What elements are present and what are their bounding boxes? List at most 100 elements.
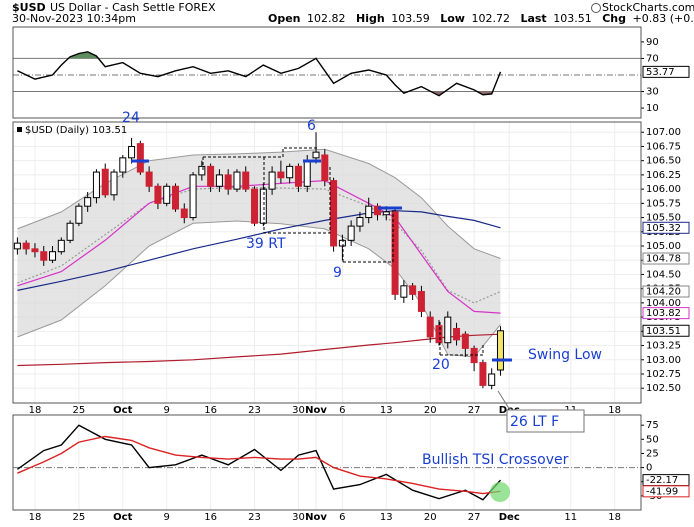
candle-body: [391, 211, 399, 295]
annotation: 24: [122, 110, 140, 126]
candle-body: [259, 188, 267, 224]
source: StockCharts.com: [602, 1, 694, 14]
last-value-box: [642, 221, 690, 234]
last-value-label: 103.51: [646, 326, 681, 337]
x-tick-label: 18: [29, 512, 42, 523]
candle-body: [145, 171, 153, 187]
y-tick-label: 90: [646, 37, 659, 48]
x-tick-label: Nov: [305, 512, 327, 523]
x-tick-label: 27: [468, 512, 481, 523]
candle-body: [66, 222, 74, 241]
candle-body: [496, 330, 504, 371]
x-tick-label: Oct: [113, 512, 132, 523]
candle-body: [382, 211, 390, 216]
y-tick-label: 70: [646, 53, 659, 64]
candle-body: [101, 168, 109, 196]
candle-body: [215, 174, 223, 187]
x-tick-label: 18: [29, 405, 42, 416]
candle-body: [110, 171, 118, 196]
candle-body: [171, 185, 179, 210]
quote-value: 103.59: [391, 12, 430, 25]
moving-average: [17, 179, 501, 314]
plot-area: [13, 51, 641, 97]
date: 30-Nov-2023 10:34pm: [12, 12, 136, 25]
x-tick-label: 18: [608, 405, 621, 416]
last-value-label: 104.78: [646, 254, 681, 265]
candle-body: [242, 171, 250, 190]
x-tick-label: 13: [380, 512, 393, 523]
candle-body: [180, 208, 188, 219]
candle-body: [277, 171, 285, 179]
y-tick-label: 0: [646, 463, 652, 474]
drawings: 24 6 39 RT 9 20 Swing Low 26 LT F Bullis…: [122, 110, 602, 502]
candle-body: [470, 347, 478, 364]
dashed-box: [202, 157, 331, 234]
title: US Dollar - Cash Settle FOREX: [50, 1, 216, 14]
candle-body: [207, 165, 215, 187]
y-tick-label: 106.00: [646, 184, 681, 195]
panel-border: [12, 414, 642, 511]
quote-value: 102.82: [307, 12, 346, 25]
annotation: 39 RT: [246, 236, 286, 252]
x-tick-label: 20: [424, 512, 437, 523]
last-value-box: [642, 285, 690, 298]
quote: Open 102.82 High 103.59 Low 102.72 Last …: [268, 12, 694, 25]
y-tick-label: 104.50: [646, 269, 681, 280]
candle-body: [461, 333, 469, 349]
series-line: [16, 424, 502, 501]
last-value-box: [642, 65, 690, 78]
pointer: [497, 390, 511, 411]
x-tick-label: 9: [164, 405, 170, 416]
candle-body: [417, 291, 425, 312]
moving-average: [17, 210, 501, 291]
x-tick-label: 27: [468, 405, 481, 416]
candle-body: [338, 239, 346, 247]
y-tick-label: 103.00: [646, 355, 681, 366]
candle-body: [198, 165, 206, 176]
quote-value: +0.83 (+0.81%): [632, 12, 694, 25]
candle-body: [488, 373, 496, 386]
candle-body: [251, 188, 259, 224]
candle-body: [189, 174, 197, 219]
candle-body: [400, 285, 408, 298]
y-tick-label: 75: [646, 420, 659, 431]
y-tick-label: 106.75: [646, 141, 681, 152]
candle-body: [356, 217, 364, 227]
candle-body: [22, 242, 30, 250]
x-tick-label: Oct: [113, 405, 132, 416]
candle-body: [233, 171, 241, 190]
candle-body: [84, 197, 92, 207]
header: $USD US Dollar - Cash Settle FOREX 30-No…: [12, 1, 694, 25]
y-tick-label: 50: [646, 434, 659, 445]
y-tick-label: 107.00: [646, 127, 681, 138]
x-tick-label: 18: [608, 512, 621, 523]
quote-value: 103.51: [553, 12, 592, 25]
candle-body: [347, 225, 355, 241]
y-tick-label: 103.25: [646, 341, 681, 352]
candle-body: [312, 151, 320, 159]
y-tick-label: 106.50: [646, 156, 681, 167]
plots: 1030709053.771825Oct9162330Nov6132027Dec…: [12, 26, 690, 523]
candle-body: [31, 248, 39, 253]
candle-body: [92, 171, 100, 199]
last-value-box: [642, 324, 690, 337]
symbol: $USD: [12, 1, 46, 14]
candle-body: [426, 316, 434, 338]
y-tick-label: 105.75: [646, 198, 681, 209]
candle-body: [57, 239, 65, 253]
panel-border: [12, 26, 642, 119]
legend-swatch: [17, 127, 22, 132]
candle-body: [40, 251, 48, 261]
plot-area: [13, 122, 641, 403]
candle-body: [286, 165, 294, 179]
y-tick-label: 105.50: [646, 213, 681, 224]
x-tick-label: 20: [424, 405, 437, 416]
dashed-box: [439, 320, 484, 356]
annotation: 26 LT F: [510, 414, 559, 430]
last-value-label: 105.32: [646, 223, 681, 234]
candle-body: [294, 165, 302, 187]
x-tick-label: 30: [292, 405, 305, 416]
last-value-label: 104.20: [646, 287, 681, 298]
callout-box: [506, 409, 585, 433]
panel-border: [12, 121, 642, 404]
